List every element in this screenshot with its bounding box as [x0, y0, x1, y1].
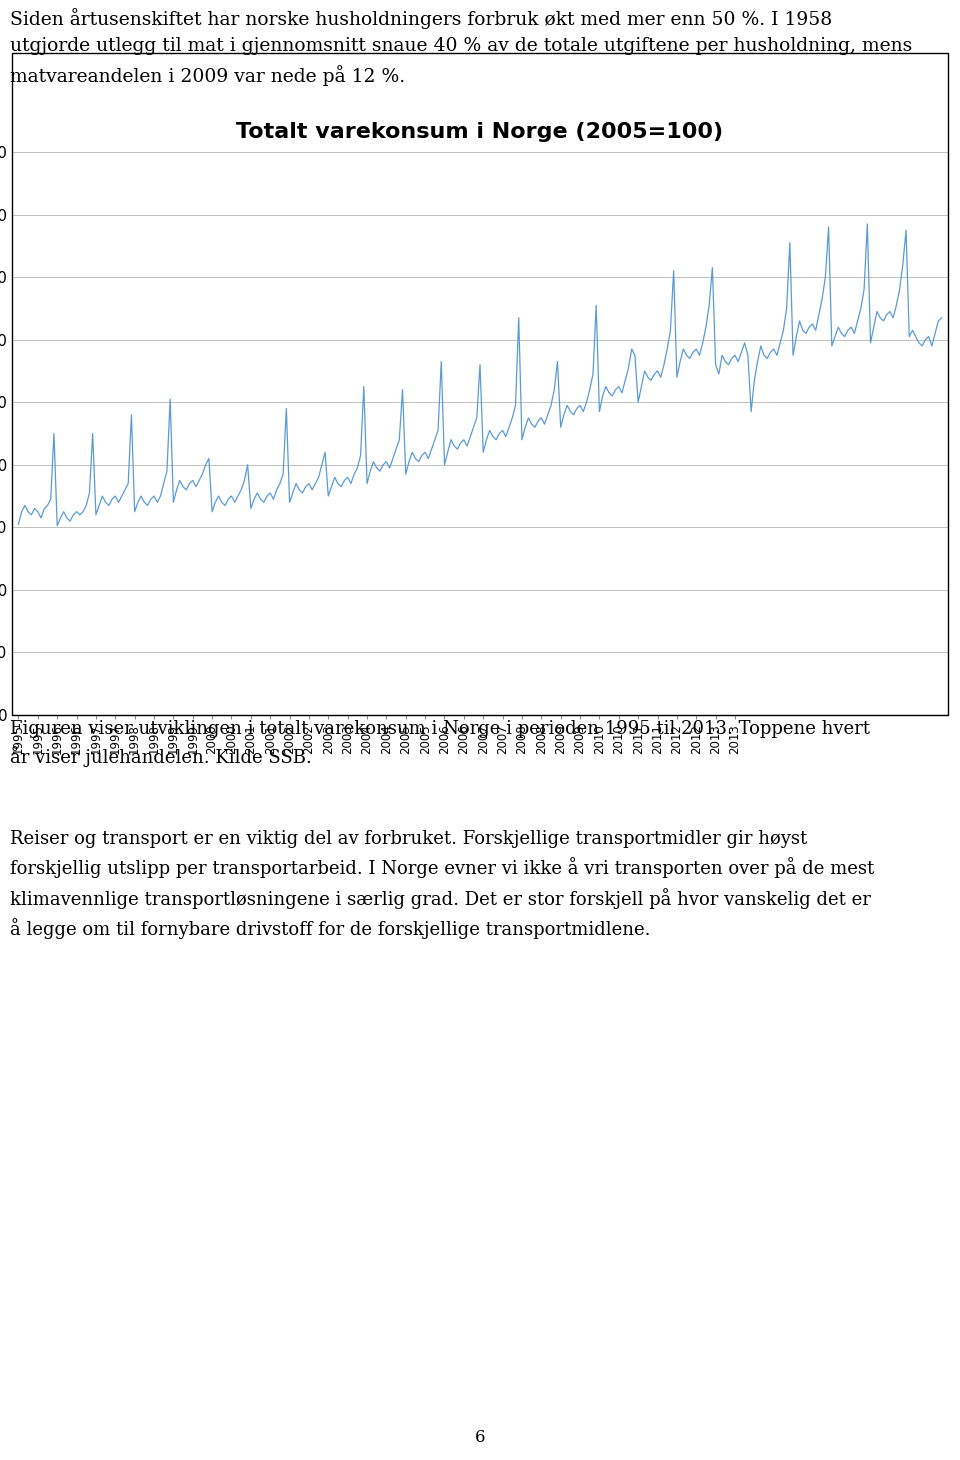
Title: Totalt varekonsum i Norge (2005=100): Totalt varekonsum i Norge (2005=100)	[236, 123, 724, 142]
Text: Figuren viser utviklingen i totalt varekonsum i Norge i perioden 1995 til 2013. : Figuren viser utviklingen i totalt varek…	[10, 720, 870, 768]
Text: Siden årtusenskiftet har norske husholdningers forbruk økt med mer enn 50 %. I 1: Siden årtusenskiftet har norske husholdn…	[10, 7, 912, 86]
Text: Reiser og transport er en viktig del av forbruket. Forskjellige transportmidler : Reiser og transport er en viktig del av …	[10, 829, 874, 939]
Text: 6: 6	[475, 1429, 485, 1445]
